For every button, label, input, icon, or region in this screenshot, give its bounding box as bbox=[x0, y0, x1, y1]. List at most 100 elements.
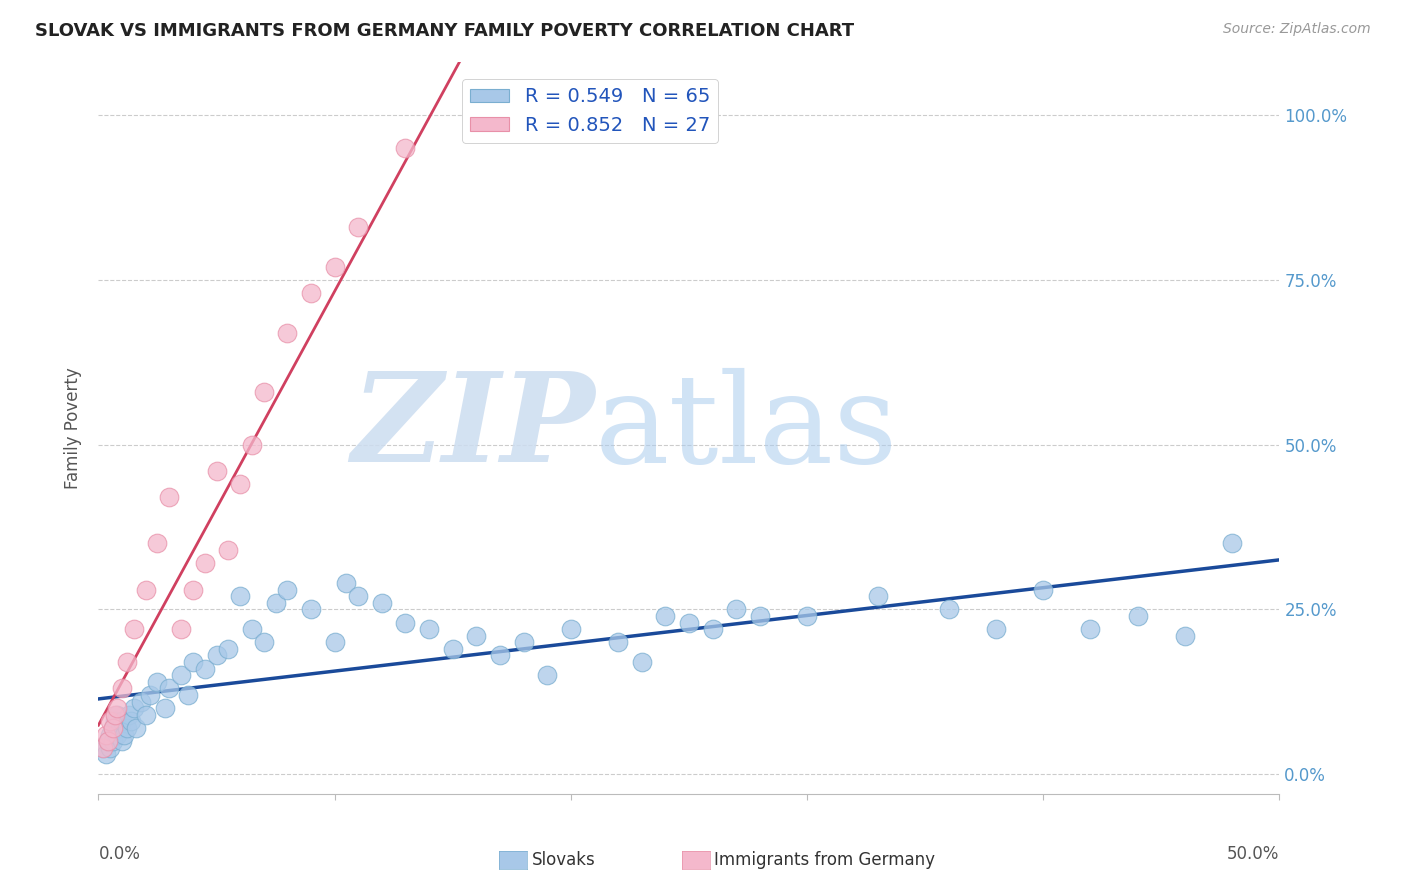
Point bbox=[264, 596, 287, 610]
Point bbox=[105, 707, 128, 722]
Point bbox=[394, 141, 416, 155]
Point bbox=[194, 662, 217, 676]
Point bbox=[630, 655, 652, 669]
Point bbox=[170, 622, 193, 636]
Text: 50.0%: 50.0% bbox=[1227, 845, 1279, 863]
Point bbox=[91, 740, 114, 755]
Point bbox=[678, 615, 700, 630]
Point bbox=[122, 622, 145, 636]
Point bbox=[101, 721, 124, 735]
Point bbox=[229, 477, 252, 491]
Point bbox=[104, 714, 127, 729]
Point bbox=[984, 622, 1007, 636]
Point bbox=[418, 622, 440, 636]
Point bbox=[125, 721, 148, 735]
Point bbox=[465, 108, 488, 122]
Point bbox=[796, 609, 818, 624]
Point bbox=[157, 491, 180, 505]
Point bbox=[205, 464, 228, 478]
Point bbox=[536, 668, 558, 682]
Point bbox=[108, 721, 131, 735]
Point bbox=[115, 721, 138, 735]
Point bbox=[335, 576, 357, 591]
Point bbox=[560, 622, 582, 636]
Point bbox=[866, 589, 889, 603]
Point bbox=[135, 707, 157, 722]
Point bbox=[465, 629, 488, 643]
Point bbox=[276, 582, 298, 597]
Text: atlas: atlas bbox=[595, 368, 898, 489]
Point bbox=[654, 609, 676, 624]
Point bbox=[181, 582, 204, 597]
Point bbox=[1080, 622, 1102, 636]
Point bbox=[153, 701, 176, 715]
Point bbox=[725, 602, 748, 616]
Point bbox=[98, 714, 121, 729]
Point bbox=[135, 582, 157, 597]
Point bbox=[1032, 582, 1054, 597]
Point bbox=[253, 384, 276, 399]
Point bbox=[1174, 629, 1197, 643]
Point bbox=[394, 615, 416, 630]
Point bbox=[938, 602, 960, 616]
Y-axis label: Family Poverty: Family Poverty bbox=[65, 368, 83, 489]
Point bbox=[97, 734, 120, 748]
Point bbox=[111, 714, 134, 729]
Point bbox=[299, 602, 322, 616]
Point bbox=[98, 728, 121, 742]
Point bbox=[105, 701, 128, 715]
Point bbox=[441, 641, 464, 656]
Point bbox=[112, 728, 135, 742]
Point bbox=[607, 635, 630, 649]
Point bbox=[101, 734, 124, 748]
Point bbox=[101, 721, 124, 735]
Point bbox=[1220, 536, 1243, 550]
Point bbox=[94, 747, 117, 762]
Point bbox=[104, 707, 127, 722]
Point bbox=[217, 543, 239, 558]
Text: Slovaks: Slovaks bbox=[531, 851, 595, 869]
Point bbox=[121, 714, 143, 729]
Point bbox=[181, 655, 204, 669]
Point bbox=[94, 728, 117, 742]
Point bbox=[111, 734, 134, 748]
Point bbox=[240, 622, 263, 636]
Text: ZIP: ZIP bbox=[350, 368, 595, 489]
Point bbox=[299, 286, 322, 301]
Point bbox=[111, 681, 134, 696]
Point bbox=[276, 326, 298, 340]
Point bbox=[1126, 609, 1149, 624]
Point bbox=[122, 701, 145, 715]
Text: 0.0%: 0.0% bbox=[98, 845, 141, 863]
Point bbox=[371, 596, 394, 610]
Legend: R = 0.549   N = 65, R = 0.852   N = 27: R = 0.549 N = 65, R = 0.852 N = 27 bbox=[463, 79, 718, 143]
Point bbox=[139, 688, 162, 702]
Point bbox=[702, 622, 724, 636]
Point bbox=[240, 437, 263, 451]
Point bbox=[157, 681, 180, 696]
Point bbox=[194, 556, 217, 570]
Point bbox=[253, 635, 276, 649]
Point bbox=[146, 536, 169, 550]
Point bbox=[205, 648, 228, 663]
Point bbox=[323, 260, 346, 274]
Point bbox=[177, 688, 200, 702]
Point bbox=[229, 589, 252, 603]
Point bbox=[98, 740, 121, 755]
Point bbox=[323, 635, 346, 649]
Text: Source: ZipAtlas.com: Source: ZipAtlas.com bbox=[1223, 22, 1371, 37]
Point bbox=[105, 728, 128, 742]
Point bbox=[748, 609, 770, 624]
Point bbox=[115, 655, 138, 669]
Point bbox=[118, 707, 141, 722]
Point bbox=[129, 695, 152, 709]
Point bbox=[146, 674, 169, 689]
Point bbox=[489, 648, 512, 663]
Point bbox=[347, 220, 370, 235]
Text: Immigrants from Germany: Immigrants from Germany bbox=[714, 851, 935, 869]
Point bbox=[91, 740, 114, 755]
Point bbox=[217, 641, 239, 656]
Text: SLOVAK VS IMMIGRANTS FROM GERMANY FAMILY POVERTY CORRELATION CHART: SLOVAK VS IMMIGRANTS FROM GERMANY FAMILY… bbox=[35, 22, 855, 40]
Point bbox=[170, 668, 193, 682]
Point bbox=[97, 734, 120, 748]
